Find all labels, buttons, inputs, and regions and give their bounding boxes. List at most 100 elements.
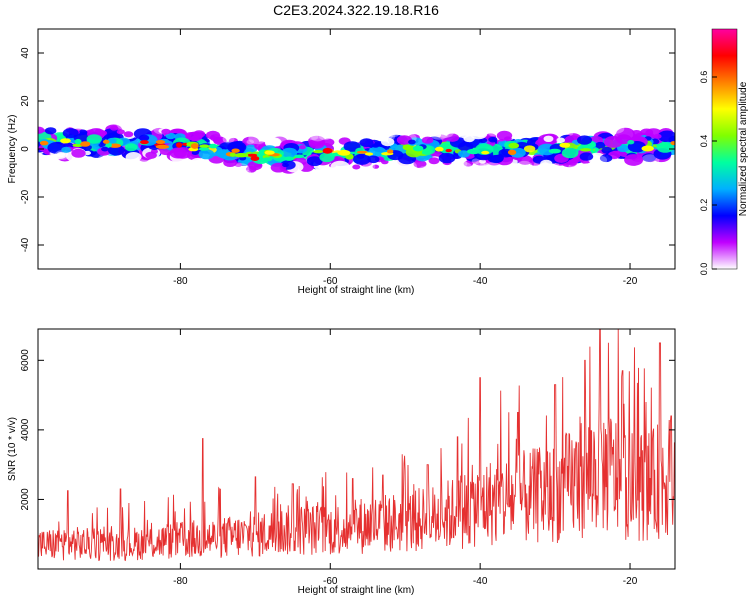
spectrogram-peak <box>229 152 236 157</box>
spectrogram-band <box>38 118 675 181</box>
spectrogram-cell <box>471 158 481 164</box>
spectrogram-cell <box>311 133 325 142</box>
spectrogram-cell <box>307 133 319 141</box>
spectrogram-x-ticks: -80 -60 -40 -20 <box>173 29 638 287</box>
spectrogram-cell <box>469 170 481 178</box>
spectrogram-cell <box>101 146 109 152</box>
spectrogram-cell <box>591 155 608 165</box>
spectrogram-cell <box>603 136 623 148</box>
colorbar: 0.0 0.2 0.4 0.6 Normalized spectral amplitu… <box>699 28 749 276</box>
spectrogram-cell <box>599 154 613 163</box>
spectrogram-peak <box>284 156 294 161</box>
spectrogram-cell <box>165 132 176 140</box>
spectrogram-cell <box>92 157 101 163</box>
spectrogram-cell <box>306 156 323 167</box>
spectrogram-cell <box>556 137 565 143</box>
spectrogram-cell <box>516 129 526 135</box>
spectrogram-cell <box>84 150 91 156</box>
snr-line-group <box>38 329 675 562</box>
spectrogram-peak <box>313 150 324 154</box>
spectrogram-peak <box>208 143 218 149</box>
spectrogram-peak <box>466 148 481 155</box>
spectrogram-panel: -80 -60 -40 -20 -40 -20 0 20 40 Height of strai… <box>7 28 676 296</box>
colorbar-tick-label: 0.0 <box>699 263 709 276</box>
spectrogram-cell <box>359 138 374 148</box>
y-tick-label: 2000 <box>20 488 31 511</box>
spectrogram-cell <box>522 130 531 135</box>
spectrogram-peak <box>559 142 571 148</box>
spectrogram-cell <box>568 160 577 166</box>
spectrogram-cell <box>483 162 502 174</box>
spectrogram-cell <box>364 169 372 175</box>
spectrogram-cell <box>369 125 379 131</box>
spectrogram-cell <box>453 161 473 174</box>
spectrogram-peak <box>108 143 121 148</box>
spectrogram-cell <box>557 121 573 132</box>
spectrogram-cell <box>457 150 470 158</box>
spectrogram-peak <box>102 139 110 144</box>
spectrogram-peak <box>412 145 424 152</box>
spectrogram-cell <box>76 156 90 166</box>
x-tick-label: -20 <box>623 276 638 287</box>
spectrogram-cell <box>421 136 434 144</box>
spectrogram-cell <box>653 133 662 139</box>
spectrogram-cell <box>367 155 380 164</box>
spectrogram-peak <box>402 144 412 151</box>
spectrogram-cell <box>198 149 215 160</box>
snr-x-ticks: -80 -60 -40 -20 <box>173 329 638 587</box>
spectrogram-cell <box>231 163 250 175</box>
x-tick-label: -60 <box>323 576 338 587</box>
spectrogram-cell <box>488 136 498 143</box>
colorbar-tick-label: 0.6 <box>699 71 709 84</box>
spectrogram-peak <box>670 141 675 146</box>
spectrogram-cell <box>657 130 675 143</box>
spectrogram-cell <box>190 157 206 168</box>
spectrogram-cell <box>145 151 157 159</box>
spectrogram-peak <box>322 147 333 154</box>
spectrogram-cell <box>478 137 488 143</box>
spectrogram-cell <box>429 127 449 140</box>
spectrogram-cell <box>496 130 513 141</box>
spectrogram-cell <box>78 129 88 136</box>
x-tick-label: -60 <box>323 276 338 287</box>
snr-y-ticks: 2000 4000 6000 <box>20 349 675 511</box>
spectrogram-peak <box>140 140 149 145</box>
y-tick-label: 20 <box>20 95 31 107</box>
snr-y-label: SNR (10 * v/v) <box>7 417 18 481</box>
spectrogram-cell <box>423 164 433 171</box>
spectrogram-peak <box>507 149 517 155</box>
spectrogram-cell <box>579 152 594 161</box>
spectrogram-cell <box>125 152 142 162</box>
spectrogram-cell <box>107 137 117 144</box>
y-tick-label: 40 <box>20 47 31 59</box>
spectrogram-peak <box>247 153 258 157</box>
spectrogram-cell <box>38 126 45 134</box>
spectrogram-y-label: Frequency (Hz) <box>7 115 18 184</box>
spectrogram-cell <box>187 131 203 142</box>
spectrogram-cell <box>248 132 267 145</box>
spectrogram-peak <box>74 138 82 145</box>
spectrogram-cell <box>463 160 473 167</box>
spectrogram-cell <box>438 152 456 164</box>
spectrogram-cell <box>241 169 251 176</box>
spectrogram-peak <box>60 138 71 144</box>
spectrogram-cell <box>281 147 298 158</box>
x-tick-label: -40 <box>473 576 488 587</box>
spectrogram-peak <box>641 145 654 152</box>
spectrogram-cell <box>531 131 539 137</box>
spectrogram-cell <box>421 124 431 131</box>
spectrogram-cell <box>322 138 335 147</box>
spectrogram-cell <box>71 148 86 158</box>
spectrogram-cell <box>50 119 58 125</box>
colorbar-label: Normalized spectral amplitude <box>738 81 749 216</box>
spectrogram-cell <box>561 147 579 159</box>
spectrogram-cell <box>578 164 589 172</box>
spectrogram-cell <box>91 144 100 150</box>
spectrogram-cell <box>100 158 115 168</box>
spectrogram-cell <box>45 127 57 135</box>
x-tick-label: -20 <box>623 576 638 587</box>
spectrogram-cell <box>73 119 93 132</box>
spectrogram-cell <box>247 172 256 178</box>
spectrogram-peak <box>364 152 374 156</box>
